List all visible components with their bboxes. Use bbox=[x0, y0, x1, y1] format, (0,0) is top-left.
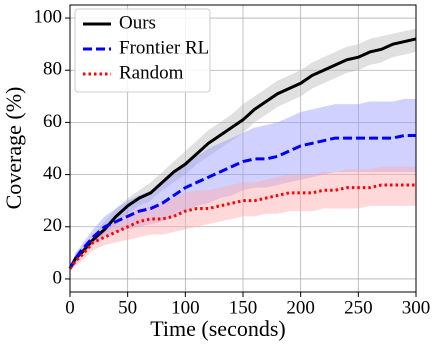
line bbox=[68, 37, 417, 270]
band bbox=[70, 98, 416, 272]
x-axis-label: Time (seconds) bbox=[150, 316, 285, 341]
legend-label: Random bbox=[119, 62, 184, 83]
x-tick-label: 250 bbox=[344, 297, 373, 318]
x-tick-label: 100 bbox=[171, 297, 200, 318]
x-tick-label: 300 bbox=[402, 297, 431, 318]
line bbox=[68, 183, 416, 270]
y-tick-label: 0 bbox=[53, 267, 63, 288]
band bbox=[70, 28, 416, 272]
legend-label: Ours bbox=[119, 12, 156, 33]
y-axis-label: Coverage (%) bbox=[1, 87, 26, 210]
plot-frame bbox=[69, 4, 417, 293]
line bbox=[68, 133, 416, 270]
y-tick-label: 80 bbox=[43, 59, 62, 80]
x-tick-label: 0 bbox=[65, 297, 75, 318]
x-tick-label: 200 bbox=[286, 297, 315, 318]
x-tick-label: 150 bbox=[229, 297, 258, 318]
y-tick-label: 40 bbox=[43, 163, 62, 184]
y-tick-label: 20 bbox=[43, 215, 62, 236]
legend: Ours Frontier RL Random bbox=[74, 8, 211, 93]
x-tick-label: 50 bbox=[118, 297, 137, 318]
legend-label: Frontier RL bbox=[119, 37, 209, 58]
band bbox=[70, 166, 416, 272]
y-tick-label: 60 bbox=[43, 111, 62, 132]
legend-box bbox=[74, 8, 211, 93]
y-tick-label: 100 bbox=[34, 6, 63, 27]
